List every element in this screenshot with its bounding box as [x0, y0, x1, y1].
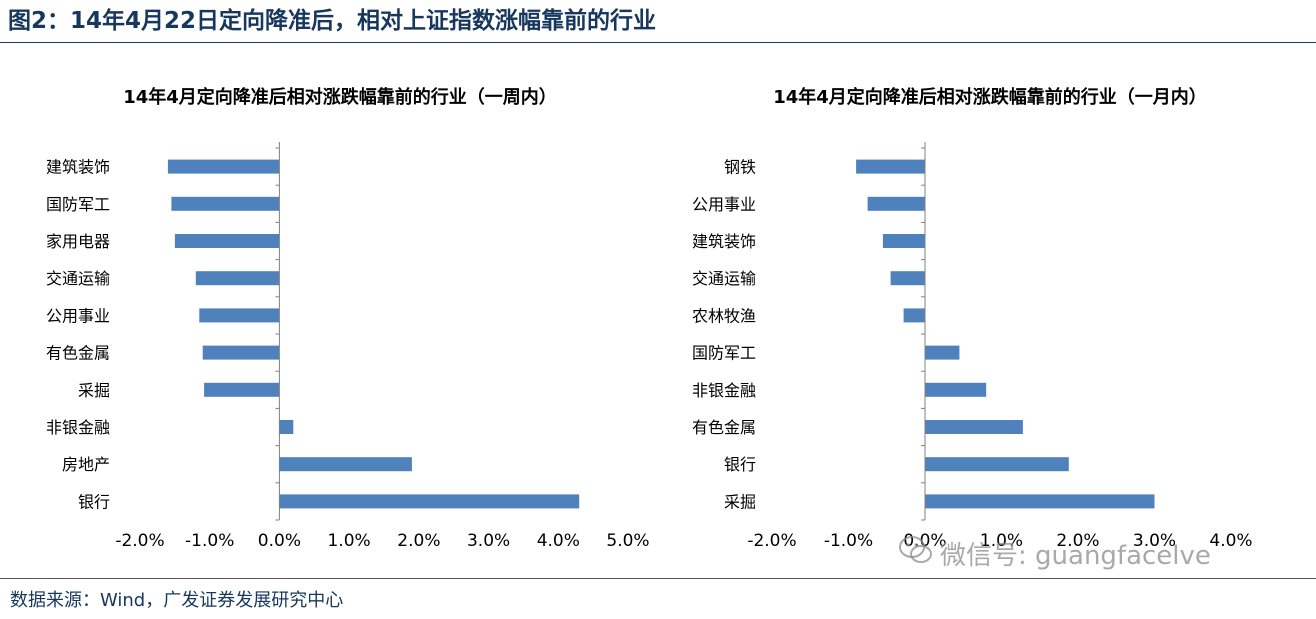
category-label-1-3: 家用电器	[46, 232, 110, 251]
category-label-2-5: 农林牧渔	[692, 306, 756, 325]
bar-2-7	[925, 382, 987, 397]
bar-1-4	[195, 271, 280, 286]
wechat-icon	[898, 534, 934, 573]
category-label-1-1: 建筑装饰	[46, 158, 110, 177]
category-label-2-4: 交通运输	[692, 269, 756, 288]
x-tick-label-2-5: 2.0%	[1056, 531, 1099, 551]
category-label-2-2: 公用事业	[692, 195, 756, 214]
category-label-1-10: 银行	[78, 492, 110, 511]
x-tick-label-1-3: 0.0%	[258, 531, 301, 551]
bar-2-10	[925, 494, 1155, 509]
figure-title: 图2：14年4月22日定向降准后，相对上证指数涨幅靠前的行业	[8, 8, 657, 34]
bar-1-8	[279, 420, 294, 434]
charts-canvas: 14年4月定向降准后相对涨跌幅靠前的行业（一周内）建筑装饰国防军工家用电器交通运…	[46, 86, 1253, 551]
bar-2-5	[903, 308, 925, 323]
watermark-text: 微信号: guangfacelve	[940, 540, 1211, 571]
category-label-1-5: 公用事业	[46, 306, 110, 325]
x-tick-label-2-2: -1.0%	[824, 531, 873, 551]
bar-1-5	[199, 308, 280, 323]
x-tick-label-2-7: 4.0%	[1209, 531, 1252, 551]
category-label-1-7: 采掘	[78, 381, 110, 400]
bar-1-6	[202, 345, 280, 360]
x-tick-label-1-7: 4.0%	[537, 531, 580, 551]
chart-title-2: 14年4月定向降准后相对涨跌幅靠前的行业（一月内）	[773, 86, 1207, 108]
title-divider	[0, 42, 1316, 43]
category-label-1-8: 非银金融	[46, 418, 110, 437]
category-label-2-1: 钢铁	[724, 158, 756, 177]
category-label-1-2: 国防军工	[46, 195, 110, 214]
x-tick-label-2-4: 1.0%	[980, 531, 1023, 551]
category-label-1-4: 交通运输	[46, 269, 110, 288]
category-label-2-7: 非银金融	[692, 381, 756, 400]
category-label-2-9: 银行	[724, 455, 756, 474]
category-label-1-6: 有色金属	[46, 344, 110, 363]
bar-2-8	[925, 420, 1023, 434]
bar-1-3	[174, 234, 280, 248]
category-label-1-9: 房地产	[62, 455, 110, 474]
category-label-2-8: 有色金属	[692, 418, 756, 437]
chart-title-1: 14年4月定向降准后相对涨跌幅靠前的行业（一周内）	[123, 86, 557, 108]
source-note: 数据来源：Wind，广发证券发展研究中心	[10, 590, 344, 611]
bar-1-2	[171, 196, 280, 211]
x-tick-label-1-4: 1.0%	[327, 531, 370, 551]
bar-1-10	[279, 494, 580, 509]
x-tick-label-2-1: -2.0%	[747, 531, 796, 551]
bar-2-9	[925, 457, 1069, 472]
bar-2-3	[882, 234, 925, 248]
x-tick-label-1-8: 5.0%	[606, 531, 649, 551]
category-label-2-3: 建筑装饰	[692, 232, 756, 251]
category-label-2-6: 国防军工	[692, 344, 756, 363]
category-label-2-10: 采掘	[724, 492, 756, 511]
x-tick-label-1-2: -1.0%	[185, 531, 234, 551]
bar-2-1	[856, 159, 925, 174]
x-tick-label-1-5: 2.0%	[397, 531, 440, 551]
bar-1-9	[279, 457, 412, 472]
bar-2-4	[890, 271, 925, 286]
bar-2-2	[867, 196, 925, 211]
source-divider	[0, 578, 1316, 579]
bar-1-7	[204, 382, 280, 397]
bar-2-6	[925, 345, 960, 360]
watermark: 微信号: guangfacelve	[898, 533, 1211, 573]
bar-1-1	[167, 159, 280, 174]
x-tick-label-1-6: 3.0%	[467, 531, 510, 551]
x-tick-label-1-1: -2.0%	[115, 531, 164, 551]
x-tick-label-2-6: 3.0%	[1133, 531, 1176, 551]
